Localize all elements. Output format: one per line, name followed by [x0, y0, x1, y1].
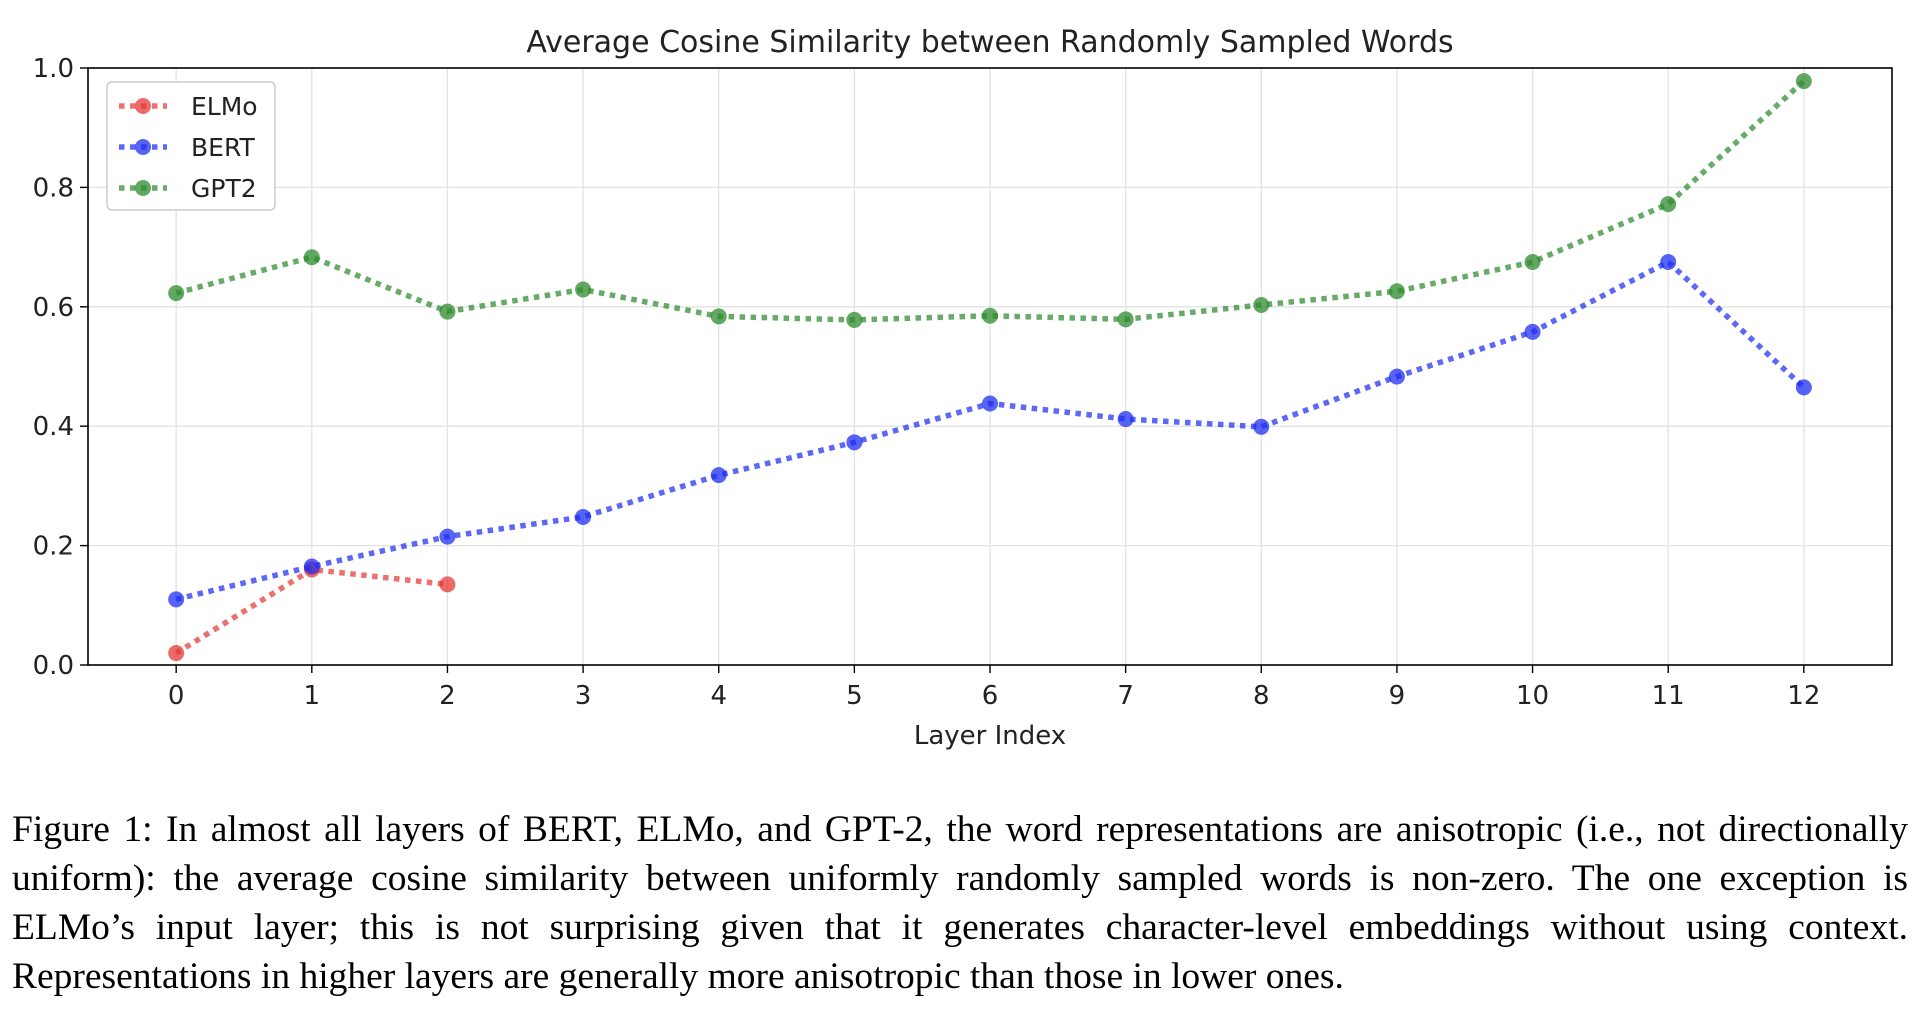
- bert-point: [1660, 254, 1677, 271]
- bert-point: [982, 395, 998, 412]
- gpt2-point: [846, 311, 863, 328]
- gpt2-point: [710, 308, 727, 325]
- bert-point: [1117, 411, 1134, 428]
- bert-point: [1388, 368, 1405, 385]
- x-tick-label: 1: [304, 681, 321, 711]
- gpt2-legend-label: GPT2: [191, 174, 257, 203]
- chart-title: Average Cosine Similarity between Random…: [526, 25, 1453, 60]
- gpt2-legend-marker: [135, 180, 151, 196]
- x-tick-label: 12: [1787, 681, 1820, 711]
- gpt2-point: [1253, 297, 1270, 314]
- gpt2-point: [1388, 283, 1405, 300]
- gpt2-point: [982, 307, 998, 324]
- x-tick-label: 7: [1117, 681, 1134, 711]
- bert-point: [846, 434, 863, 451]
- gpt2-point: [1524, 254, 1541, 271]
- gpt2-point: [1117, 311, 1134, 328]
- gpt2-point: [575, 281, 592, 298]
- y-tick-label: 0.8: [33, 173, 74, 203]
- line-chart: 0 1 2 3 4 5 6 7 8 9 10 11 120.00.20.40.60.81.0 Avera…: [33, 25, 1893, 751]
- bert-point: [168, 591, 185, 608]
- x-tick-label: 5: [846, 681, 863, 711]
- x-tick-label: 9: [1389, 681, 1406, 711]
- gpt2-point: [1795, 73, 1812, 90]
- axis-ticks: 0 1 2 3 4 5 6 7 8 9 10 11 120.00.20.40.60.81.0: [33, 54, 1821, 711]
- x-tick-label: 6: [982, 681, 999, 711]
- bert-point: [1795, 379, 1812, 396]
- figure-caption: Figure 1: In almost all layers of BERT, …: [12, 809, 1908, 997]
- gpt2-point: [439, 303, 456, 320]
- series-layer: [168, 73, 1812, 662]
- gpt2-point: [303, 249, 320, 266]
- grid-lines: [88, 67, 1892, 666]
- gpt2-point: [168, 285, 185, 302]
- elmo-point: [168, 645, 185, 662]
- elmo-point: [439, 576, 456, 593]
- bert-point: [1253, 418, 1270, 435]
- x-tick-label: 10: [1516, 681, 1549, 711]
- bert-point: [710, 467, 727, 484]
- bert-point: [575, 508, 592, 525]
- x-tick-label: 3: [575, 681, 592, 711]
- gpt2-point: [1660, 196, 1677, 213]
- bert-point: [439, 528, 456, 545]
- y-tick-label: 0.0: [33, 651, 74, 681]
- y-tick-label: 0.2: [33, 532, 74, 562]
- x-tick-label: 11: [1652, 681, 1685, 711]
- y-tick-label: 0.4: [33, 412, 74, 442]
- x-tick-label: 0: [168, 681, 185, 711]
- bert-point: [303, 558, 320, 575]
- x-tick-label: 2: [439, 681, 456, 711]
- x-axis-title: Layer Index: [914, 721, 1066, 751]
- x-tick-label: 8: [1253, 681, 1270, 711]
- bert-legend-label: BERT: [191, 133, 255, 162]
- x-tick-label: 4: [710, 681, 727, 711]
- elmo-legend-marker: [135, 98, 151, 114]
- y-tick-label: 1.0: [33, 54, 74, 84]
- bert-legend-marker: [135, 139, 151, 155]
- y-tick-label: 0.6: [33, 293, 74, 323]
- legend: ELMo BERT GPT2: [106, 81, 276, 211]
- bert-point: [1524, 323, 1541, 340]
- legend-box: [106, 81, 276, 211]
- elmo-legend-label: ELMo: [191, 92, 258, 121]
